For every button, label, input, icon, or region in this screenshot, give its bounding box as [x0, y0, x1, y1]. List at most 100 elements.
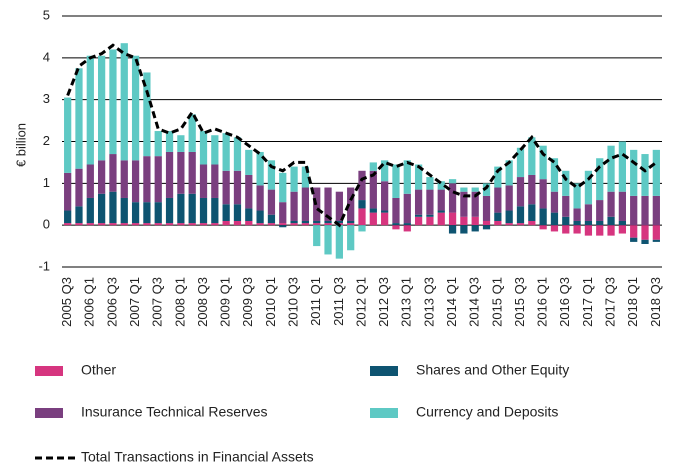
bar-segment [86, 55, 94, 165]
x-tick-label: 2008 Q3 [195, 277, 210, 327]
bar-segment [165, 151, 174, 198]
legend-label: Insurance Technical Reserves [81, 404, 268, 420]
bar-segment [358, 170, 366, 201]
bar-segment [381, 212, 389, 226]
y-tick-label: -1 [38, 258, 50, 273]
x-tick-label: 2009 Q1 [218, 277, 233, 327]
y-tick-label: 0 [43, 217, 50, 232]
x-tick-label: 2008 Q1 [172, 277, 187, 327]
bar-segment [426, 177, 434, 190]
legend-swatch [35, 408, 63, 418]
bar-segment [607, 216, 615, 226]
bar-segment [641, 154, 649, 196]
bar-segment [494, 220, 502, 226]
bar-segment [437, 189, 445, 211]
bar-segment [256, 151, 264, 186]
x-tick-label: 2016 Q3 [557, 277, 572, 327]
bar-segment [279, 172, 287, 203]
bar-segment [324, 225, 332, 255]
bar-segment [403, 160, 411, 194]
bar-segment [143, 202, 151, 224]
bar-segment [75, 168, 83, 207]
bar-segment [143, 156, 151, 203]
bar-segment [505, 160, 513, 186]
bar-segment [131, 55, 140, 161]
legend-label: Currency and Deposits [416, 404, 558, 420]
bar-segment [426, 214, 434, 217]
bar-segment [539, 208, 547, 226]
x-tick-label: 2013 Q1 [399, 277, 414, 327]
bar-segment [222, 204, 230, 221]
bar-segment [154, 131, 162, 157]
bar-segment [347, 187, 355, 221]
bar-segment [64, 223, 72, 226]
legend-swatch [370, 366, 398, 376]
bar-segment [573, 225, 581, 234]
bar-segment [120, 197, 128, 224]
bar-segment [245, 220, 253, 226]
bar-segment [199, 197, 208, 224]
bar-segment [494, 212, 502, 221]
bar-segment [165, 131, 174, 152]
bar-segment [426, 189, 434, 215]
x-tick-label: 2015 Q3 [512, 277, 527, 327]
bar-segment [584, 204, 593, 221]
bar-segment [267, 160, 276, 190]
bar-segment [143, 72, 151, 157]
bar-segment [482, 195, 491, 221]
bar-segment [369, 162, 377, 171]
bar-segment [222, 133, 230, 171]
bar-segment [86, 223, 94, 226]
bar-segment [358, 225, 366, 232]
bar-segment [618, 141, 626, 192]
legend-swatch [370, 408, 398, 418]
x-tick-label: 2013 Q3 [421, 277, 436, 327]
bar-segment [290, 223, 298, 226]
bar-segment [279, 202, 287, 224]
bar-segment [381, 181, 389, 211]
bar-segment [279, 223, 287, 226]
bar-segment [414, 216, 423, 226]
x-tick-label: 2009 Q3 [240, 277, 255, 327]
bar-segment [120, 223, 128, 226]
bar-segment [301, 187, 310, 221]
bar-segment [222, 170, 230, 205]
bar-segment [324, 187, 332, 221]
bar-segment [245, 174, 253, 209]
bar-segment [109, 223, 117, 226]
bar-segment [652, 149, 660, 196]
bar-segment [301, 223, 310, 226]
bar-segment [641, 239, 649, 244]
bar-segment [245, 149, 253, 175]
bar-segment [256, 210, 264, 224]
bar-segment [516, 177, 525, 207]
x-tick-label: 2012 Q3 [376, 277, 391, 327]
bar-segment [573, 183, 581, 209]
bar-segment [403, 223, 411, 226]
bar-segment [211, 197, 219, 224]
bar-segment [369, 208, 377, 213]
bar-segment [641, 225, 649, 240]
bar-segment [313, 225, 321, 247]
bar-segment [233, 204, 242, 221]
x-tick-label: 2006 Q1 [82, 277, 97, 327]
bar-segment [64, 210, 72, 224]
bar-segment [584, 225, 593, 236]
bar-segment [109, 154, 117, 192]
bar-segment [267, 214, 276, 224]
bar-segment [414, 164, 423, 190]
bar-segment [539, 145, 547, 180]
x-tick-label: 2011 Q1 [308, 277, 323, 326]
bar-segment [652, 195, 660, 226]
y-tick-label: 4 [43, 49, 50, 64]
bar-segment [528, 220, 536, 226]
bar-segment [177, 135, 185, 152]
x-tick-label: 2014 Q3 [467, 277, 482, 327]
x-tick-label: 2018 Q3 [648, 277, 663, 327]
bar-segment [652, 239, 660, 242]
bar-segment [131, 160, 140, 203]
total-line [66, 43, 658, 228]
bar-segment [482, 225, 491, 230]
bar-segment [562, 225, 570, 234]
bar-segment [403, 225, 411, 232]
